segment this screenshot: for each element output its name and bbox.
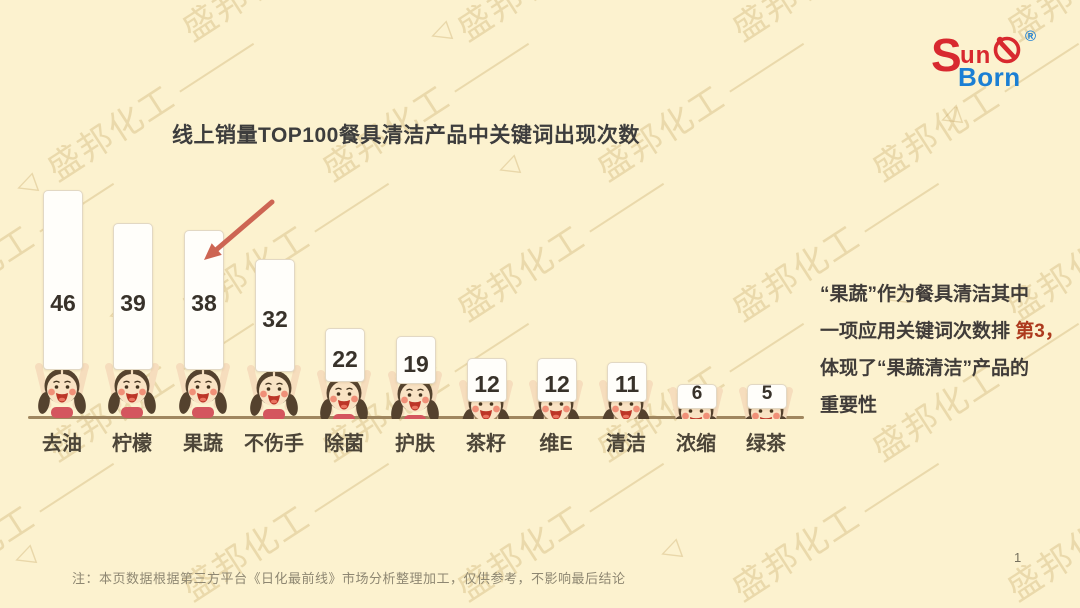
insight-line: 一项应用关键词次数排 第3，	[820, 313, 1070, 350]
girl-illustration	[102, 361, 162, 419]
page-number: 1	[1014, 550, 1022, 565]
registered-trademark-icon: ®	[1025, 28, 1037, 45]
bar-value: 11	[614, 371, 640, 397]
footnote: 注：本页数据根据第三方平台《日化最前线》市场分析整理加工，仅供参考，不影响最后结…	[72, 571, 626, 586]
chart-title: 线上销量TOP100餐具清洁产品中关键词出现次数	[172, 124, 640, 147]
bar-label: 茶籽	[466, 433, 506, 455]
insight-line: “果蔬”作为餐具清洁其中	[820, 284, 1030, 305]
sun-circle-icon	[993, 36, 1021, 64]
logo-text-un: un	[960, 42, 992, 69]
bar-label: 不伤手	[244, 433, 304, 455]
bar-清洁: 11	[607, 362, 647, 402]
bar-label: 浓缩	[676, 433, 716, 455]
bar-value: 38	[191, 290, 217, 316]
bar-浓缩: 6	[677, 383, 717, 409]
bar-value: 46	[50, 290, 76, 316]
bar-绿茶: 5	[747, 383, 787, 409]
sunborn-logo: S un ® Born	[931, 26, 1053, 92]
bar-value: 39	[120, 290, 146, 316]
bar-除菌: 22	[325, 328, 365, 382]
bar-value: 32	[262, 306, 288, 332]
insight-line2-text: 一项应用关键词次数排	[820, 321, 1016, 342]
bar-label: 绿茶	[746, 433, 786, 455]
bar-label: 护肤	[395, 433, 435, 455]
logo-text-born: Born	[958, 62, 1021, 92]
insight-text: “果蔬”作为餐具清洁其中 一项应用关键词次数排 第3， 体现了“果蔬清洁”产品的…	[820, 276, 1070, 424]
insight-line: 重要性	[820, 395, 878, 416]
bar-value: 5	[761, 383, 773, 404]
bar-去油: 46	[43, 190, 83, 370]
girl-illustration	[244, 363, 304, 419]
bar-果蔬: 38	[184, 230, 224, 370]
bar-value: 6	[691, 383, 703, 404]
bar-value: 19	[403, 351, 429, 377]
bar-不伤手: 32	[255, 259, 295, 372]
bar-label: 果蔬	[183, 433, 223, 455]
bar-value: 22	[332, 346, 358, 372]
bar-value: 12	[474, 371, 500, 397]
girl-illustration	[32, 361, 92, 419]
girl-illustration	[173, 361, 233, 419]
insight-rank-highlight: 第3，	[1015, 321, 1064, 342]
bar-护肤: 19	[396, 336, 436, 384]
bar-茶籽: 12	[467, 358, 507, 402]
girl-illustration	[314, 368, 374, 419]
bar-label: 柠檬	[112, 433, 152, 455]
bar-label: 去油	[42, 433, 82, 455]
girl-illustration	[385, 369, 445, 419]
bar-value: 12	[544, 371, 570, 397]
bar-label: 除菌	[324, 433, 364, 455]
bar-label: 维E	[539, 433, 573, 455]
insight-line: 体现了“果蔬清洁”产品的	[820, 358, 1030, 379]
bar-label: 清洁	[606, 433, 646, 455]
bar-维E: 12	[537, 358, 577, 402]
logo-letter-s: S	[931, 29, 962, 81]
bar-柠檬: 39	[113, 223, 153, 370]
